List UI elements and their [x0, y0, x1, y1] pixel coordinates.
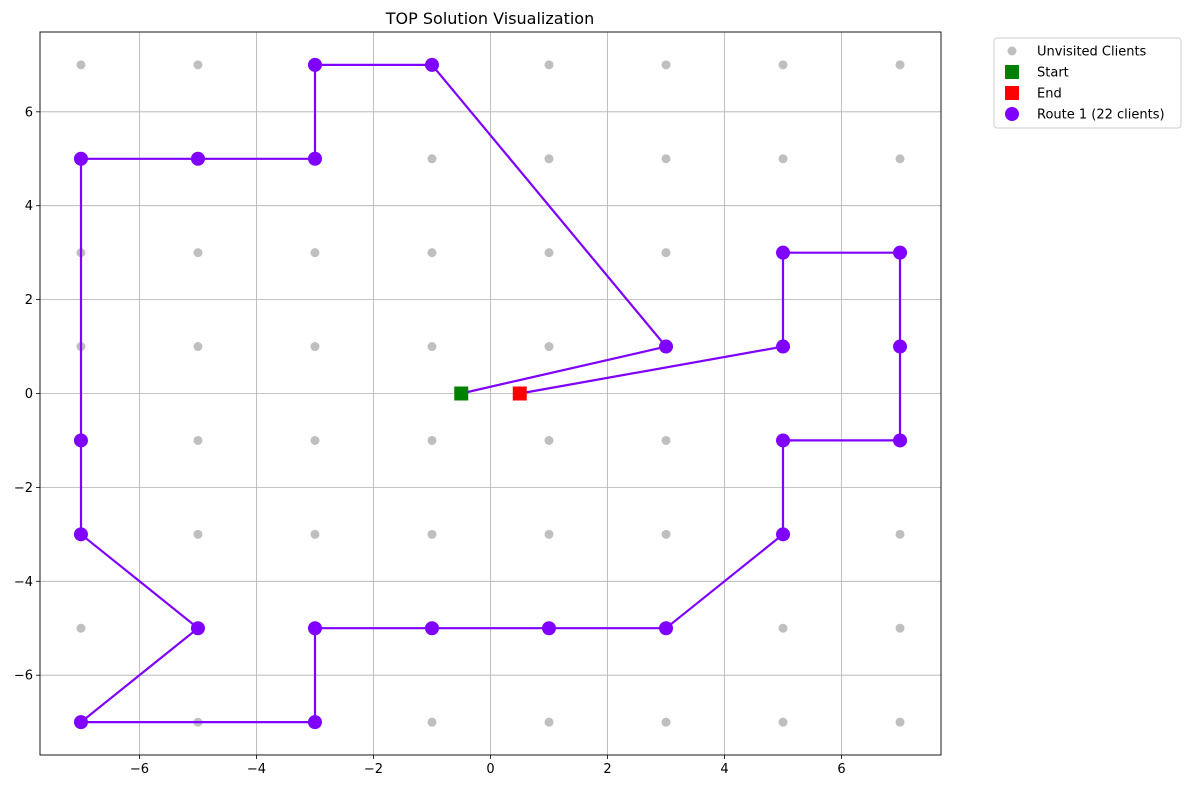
route-1-client-point	[776, 339, 791, 354]
route-1-client-point	[776, 433, 791, 448]
route-1-client-point	[307, 715, 322, 730]
unvisited-client-point	[895, 529, 905, 539]
unvisited-client-point	[544, 154, 554, 164]
legend-label: Unvisited Clients	[1037, 45, 1147, 60]
route-1-client-point	[424, 57, 439, 72]
unvisited-client-point	[427, 248, 437, 258]
route-1-client-point	[659, 339, 674, 354]
unvisited-client-point	[778, 154, 788, 164]
x-tick-label: 4	[720, 762, 728, 777]
unvisited-client-point	[310, 248, 320, 258]
unvisited-client-point	[427, 435, 437, 445]
unvisited-client-point	[544, 529, 554, 539]
legend-marker	[1005, 86, 1019, 100]
route-1-client-point	[307, 57, 322, 72]
unvisited-client-point	[193, 60, 203, 70]
route-1-client-point	[307, 151, 322, 166]
unvisited-client-point	[544, 342, 554, 352]
unvisited-client-point	[778, 623, 788, 633]
route-1-client-point	[893, 433, 908, 448]
unvisited-client-point	[661, 154, 671, 164]
unvisited-client-point	[310, 435, 320, 445]
unvisited-client-point	[310, 529, 320, 539]
y-tick-label: −2	[14, 481, 33, 496]
unvisited-client-point	[427, 154, 437, 164]
y-tick-label: 6	[25, 105, 33, 120]
start-marker	[454, 386, 469, 401]
chart-title: TOP Solution Visualization	[385, 9, 594, 28]
unvisited-client-point	[76, 60, 86, 70]
route-1-client-point	[776, 527, 791, 542]
legend-marker	[1005, 65, 1019, 79]
route-1-client-point	[542, 621, 557, 636]
route-1-line	[79, 63, 902, 724]
route-1-client-point	[73, 433, 88, 448]
legend-label: Start	[1037, 66, 1069, 81]
unvisited-client-point	[544, 435, 554, 445]
unvisited-client-point	[895, 154, 905, 164]
route-1-client-point	[73, 715, 88, 730]
legend: Unvisited Clients Start End Route 1 (22 cli…	[993, 37, 1182, 129]
legend-label: Route 1 (22 clients)	[1037, 108, 1165, 123]
unvisited-client-point	[778, 60, 788, 70]
unvisited-client-point	[193, 342, 203, 352]
unvisited-client-point	[895, 623, 905, 633]
plot-frame	[39, 31, 942, 756]
route-1-client-point	[73, 527, 88, 542]
x-tick-label: 0	[486, 762, 494, 777]
unvisited-client-point	[895, 60, 905, 70]
route-1-client-point	[73, 151, 88, 166]
unvisited-client-point	[193, 435, 203, 445]
route-1-client-point	[776, 245, 791, 260]
y-tick-label: 4	[25, 199, 33, 214]
x-tick-label: 6	[837, 762, 845, 777]
unvisited-client-point	[193, 248, 203, 258]
unvisited-client-point	[661, 717, 671, 727]
unvisited-client-point	[661, 435, 671, 445]
y-tick-label: −6	[14, 669, 33, 684]
route-1-client-point	[190, 621, 205, 636]
y-tick-label: 0	[25, 387, 33, 402]
unvisited-client-point	[544, 248, 554, 258]
x-tick-label: −4	[247, 762, 266, 777]
unvisited-client-point	[544, 60, 554, 70]
route-1-client-point	[307, 621, 322, 636]
unvisited-client-point	[427, 342, 437, 352]
route-1-client-point	[190, 151, 205, 166]
unvisited-client-point	[427, 529, 437, 539]
unvisited-client-point	[76, 623, 86, 633]
x-tick-label: −6	[130, 762, 149, 777]
unvisited-client-point	[661, 529, 671, 539]
x-tick-label: −2	[364, 762, 383, 777]
route-1-client-point	[893, 245, 908, 260]
unvisited-client-point	[427, 717, 437, 727]
legend-label: End	[1037, 87, 1062, 102]
unvisited-client-point	[661, 248, 671, 258]
unvisited-client-point	[310, 342, 320, 352]
unvisited-client-point	[895, 717, 905, 727]
unvisited-client-point	[193, 529, 203, 539]
plot-area: −6 −4 −2 0 2 4 6 −6 −4 −2 0 2 4 6	[14, 31, 942, 777]
legend-box	[993, 37, 1182, 129]
legend-marker	[1005, 107, 1019, 121]
y-tick-label: −4	[14, 575, 33, 590]
route-1-client-point	[659, 621, 674, 636]
x-tick-label: 2	[603, 762, 611, 777]
unvisited-client-point	[544, 717, 554, 727]
route-1-client-point	[424, 621, 439, 636]
legend-marker	[1007, 46, 1017, 56]
route-1-client-point	[893, 339, 908, 354]
end-marker	[512, 386, 527, 401]
y-tick-label: 2	[25, 293, 33, 308]
unvisited-client-point	[661, 60, 671, 70]
unvisited-client-point	[778, 717, 788, 727]
